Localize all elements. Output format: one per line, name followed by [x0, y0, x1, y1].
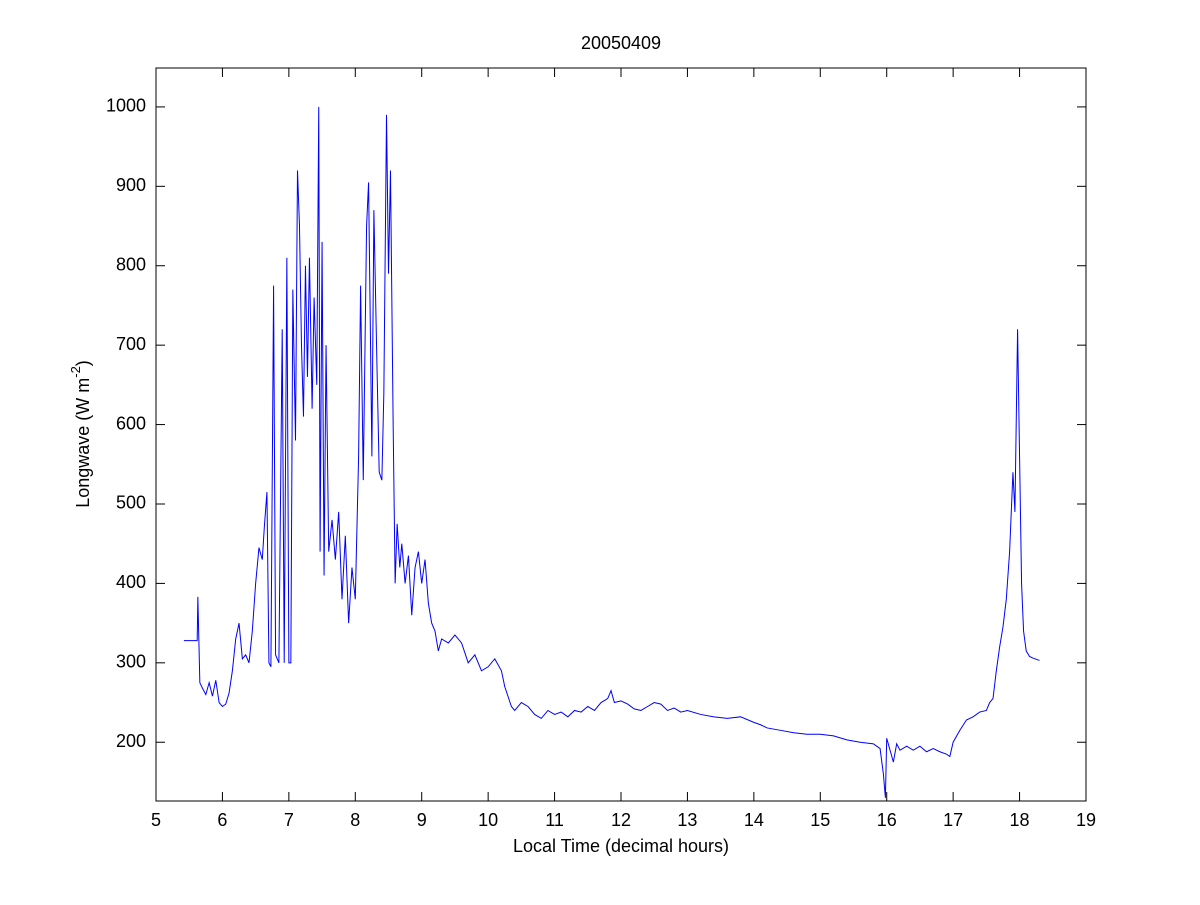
plot-frame: [155, 67, 1087, 802]
x-tick-label: 18: [1010, 810, 1030, 830]
y-tick-label: 400: [116, 572, 146, 592]
chart-title: 20050409: [581, 33, 661, 53]
y-tick-label: 200: [116, 731, 146, 751]
y-label-text: Longwave (W m: [73, 378, 93, 508]
x-tick-label: 8: [350, 810, 360, 830]
x-tick-label: 17: [943, 810, 963, 830]
x-tick-label: 14: [744, 810, 764, 830]
x-tick-label: 6: [217, 810, 227, 830]
y-tick-label: 900: [116, 175, 146, 195]
x-tick-label: 5: [151, 810, 161, 830]
x-axis-label: Local Time (decimal hours): [513, 836, 729, 856]
x-tick-label: 13: [677, 810, 697, 830]
x-tick-label: 9: [417, 810, 427, 830]
y-tick-label: 1000: [106, 96, 146, 116]
x-tick-label: 16: [877, 810, 897, 830]
x-tick-label: 15: [810, 810, 830, 830]
y-tick-label: 800: [116, 254, 146, 274]
y-axis-label: Longwave (W m-2): [68, 360, 92, 508]
x-tick-label: 12: [611, 810, 631, 830]
x-tick-label: 10: [478, 810, 498, 830]
x-tick-label: 19: [1076, 810, 1096, 830]
y-tick-label: 600: [116, 413, 146, 433]
y-tick-label: 300: [116, 652, 146, 672]
y-tick-label: 700: [116, 334, 146, 354]
y-label-superscript: -2: [68, 366, 83, 378]
x-tick-label: 11: [545, 810, 564, 830]
x-tick-label: 7: [284, 810, 294, 830]
y-tick-label: 500: [116, 493, 146, 513]
y-label-suffix: ): [73, 360, 93, 366]
data-line: [183, 106, 1040, 798]
